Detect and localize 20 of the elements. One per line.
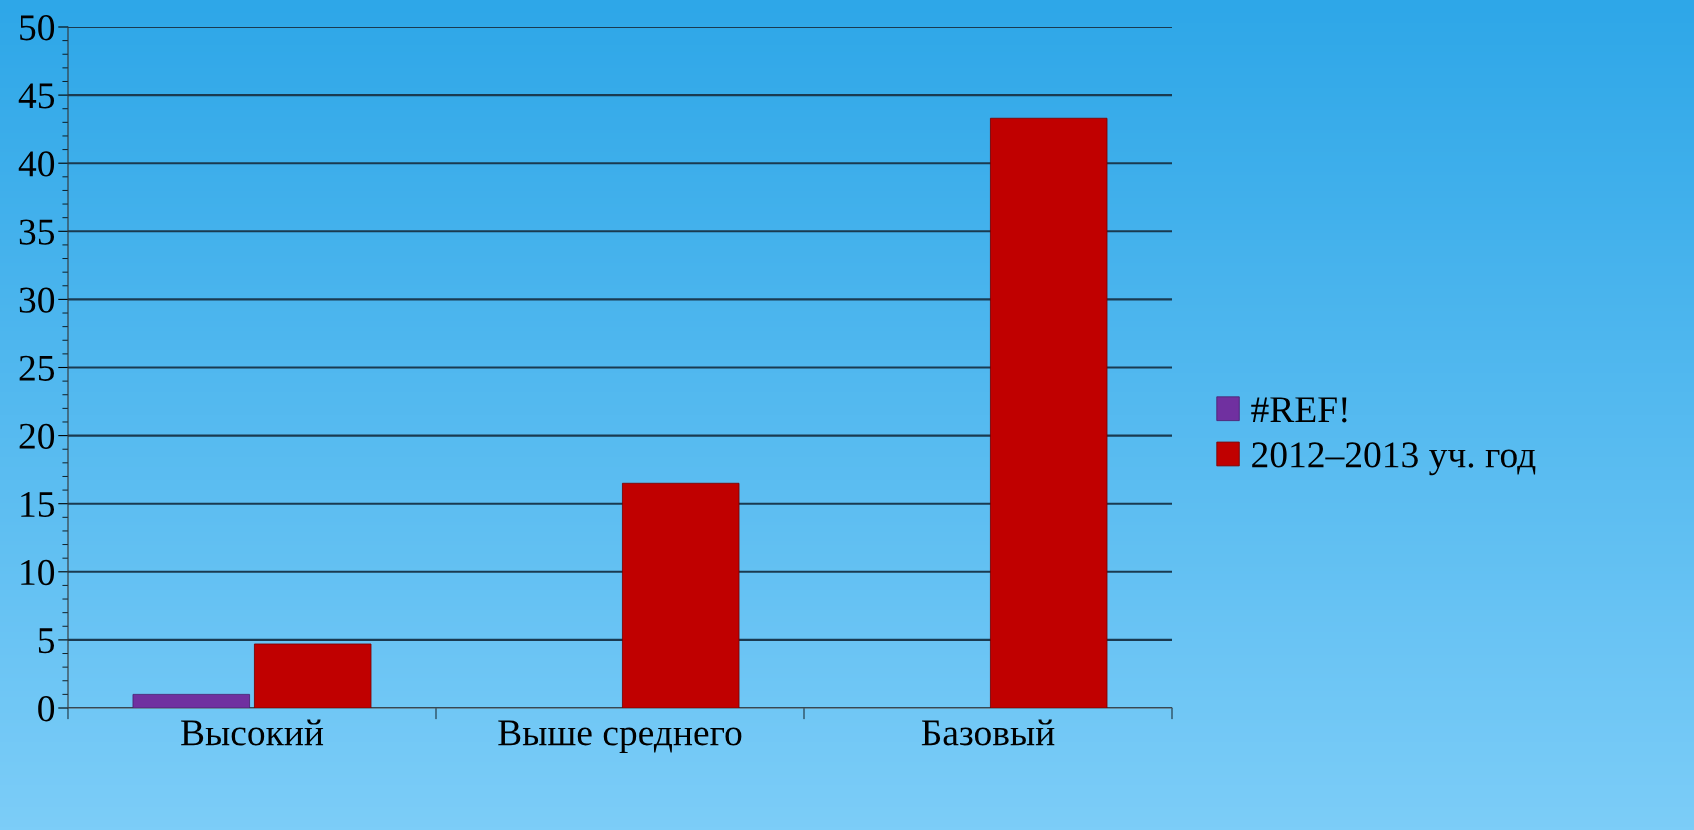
bar xyxy=(254,643,372,708)
y-tick-label: 45 xyxy=(18,83,55,109)
y-tick-label: 25 xyxy=(19,355,55,381)
y-tick-label: 30 xyxy=(19,287,55,313)
y-tick-label: 20 xyxy=(19,423,55,449)
x-tick-label: Выше среднего xyxy=(498,720,742,754)
legend-label: #REF! xyxy=(1251,397,1347,423)
y-tick-label: 5 xyxy=(38,628,55,654)
y-tick-label: 15 xyxy=(21,491,55,518)
legend-label: 2012–2013 уч. год xyxy=(1252,442,1536,476)
y-tick-label: 35 xyxy=(19,219,55,245)
y-tick-label: 0 xyxy=(38,696,55,722)
y-tick-label: 40 xyxy=(18,151,55,177)
bar xyxy=(622,482,740,708)
y-tick-label: 10 xyxy=(21,559,55,586)
bar xyxy=(990,117,1108,708)
x-tick-label: Базовый xyxy=(921,719,1055,746)
y-tick-label: 50 xyxy=(20,15,55,41)
x-tick-label: Высокий xyxy=(181,719,324,746)
bar xyxy=(132,693,250,708)
